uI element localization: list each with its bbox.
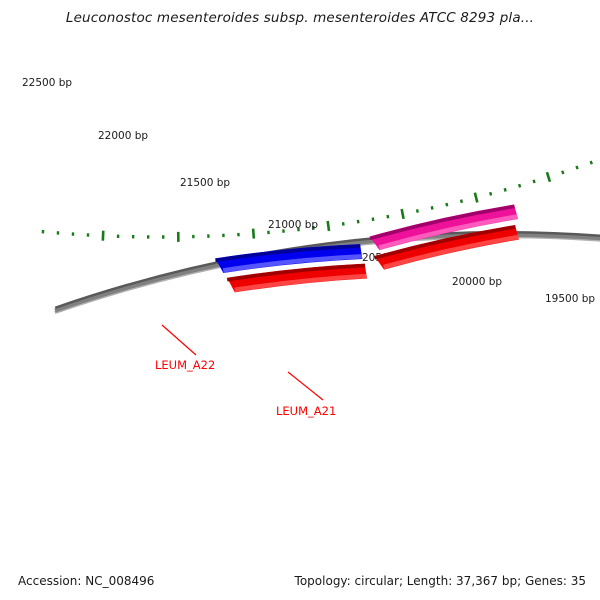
ruler-tick-minor: [561, 170, 565, 175]
feature-LEUM_A22-gene-highlight: [222, 254, 363, 273]
leader-line-LEUM_A21: [287, 371, 324, 401]
feature-LEUM_A21-cds-highlight: [383, 234, 519, 270]
ruler-tick-minor: [575, 165, 579, 170]
ruler-tick-major: [400, 208, 405, 220]
ruler-tick-minor: [489, 191, 493, 196]
feature-LEUM_A21-gene-shadow: [369, 204, 515, 241]
gene-features[interactable]: [215, 204, 519, 293]
ruler-label: 21000 bp: [268, 219, 318, 231]
page-title: Leuconostoc mesenteroides subsp. mesente…: [65, 10, 535, 26]
status-bar: Accession: NC_008496 Topology: circular;…: [0, 564, 600, 600]
feature-leader-lines: [161, 324, 324, 401]
accession-text: Accession: NC_008496: [18, 574, 155, 588]
backbone-shadow: [54, 231, 600, 309]
feature-LEUM_A22-gene-shadow: [215, 244, 361, 263]
leader-line-LEUM_A22: [161, 324, 197, 356]
ruler-ticks: [41, 160, 593, 242]
ruler-tick-minor: [589, 160, 593, 165]
ruler-tick-major: [473, 192, 479, 203]
ruler-tick-minor: [415, 209, 419, 213]
ruler-tick-minor: [386, 214, 390, 219]
ruler-tick-major: [326, 220, 331, 232]
ruler-tick-minor: [356, 219, 360, 224]
ruler-tick-minor: [518, 183, 522, 188]
ruler-label: 20000 bp: [452, 276, 502, 288]
ruler-label: 22500 bp: [22, 77, 72, 89]
feature-labels[interactable]: LEUM_A22 LEUM_A21: [155, 358, 336, 418]
feature-LEUM_A21-cds-shadow: [374, 225, 516, 260]
ruler-tick-minor: [445, 202, 449, 207]
ruler-label: 22000 bp: [98, 130, 148, 142]
feature-label-LEUM_A22[interactable]: LEUM_A22: [155, 358, 215, 372]
feature-LEUM_A22-cds-highlight: [234, 273, 367, 293]
feature-label-LEUM_A21[interactable]: LEUM_A21: [276, 404, 336, 418]
ruler-label: 21500 bp: [180, 177, 230, 189]
ruler-tick-minor: [371, 217, 375, 222]
ruler-tick-major: [545, 171, 552, 183]
ruler-label: 19500 bp: [545, 293, 595, 305]
ruler-tick-minor: [459, 199, 464, 204]
ruler-tick-minor: [430, 205, 434, 210]
ruler-tick-major: [251, 228, 256, 239]
ruler-tick-minor: [532, 179, 536, 184]
topology-length-genes-text: Topology: circular; Length: 37,367 bp; G…: [294, 574, 586, 588]
feature-LEUM_A22-cds-shadow: [226, 263, 366, 282]
feature-LEUM_A21-gene-highlight: [378, 214, 518, 250]
ruler-tick-minor: [503, 187, 507, 192]
